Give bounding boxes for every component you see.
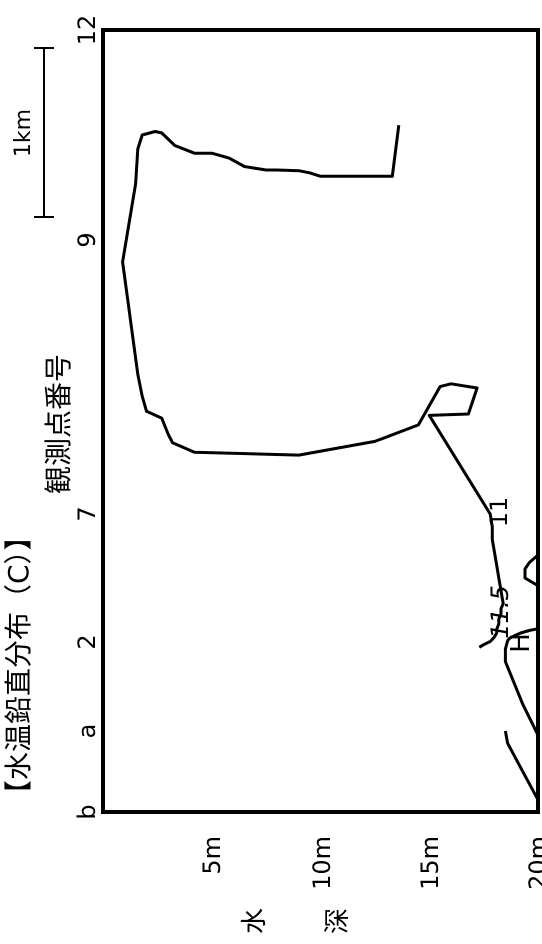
scale-bar-label: 1km [11,109,36,157]
x-axis-label: 観測点番号 [42,354,75,494]
contour-lines [121,125,540,801]
contour-line-11 [121,125,505,649]
x-tick-a: a [73,724,101,739]
x-tick-labels: b a 2 7 9 12 [73,15,101,820]
x-tick-2: 2 [73,634,101,649]
x-tick-12: 12 [73,15,101,46]
y-tick-20m: 20m [524,836,542,890]
contour-line-11-5 [503,627,540,736]
y-axis-label: 水 深 [240,908,353,934]
high-marker: H [506,633,536,653]
contour-label-11-5: 11.5 [486,585,514,638]
y-tick-10m: 10m [308,836,336,890]
rotated-chart-group: 【水温鉛直分布（C）】 観測点番号 b a 2 7 9 12 5m 10m 15… [2,15,542,890]
chart-title: 【水温鉛直分布（C）】 [2,522,35,808]
y-tick-labels: 5m 10m 15m 20m [198,836,542,890]
svg-text:水: 水 [240,908,270,934]
contour-line-unlabeled-3 [523,553,539,587]
x-tick-b: b [73,804,101,819]
contour-line-unlabeled-2 [503,730,540,801]
scale-bar: 1km [11,47,54,218]
x-tick-7: 7 [73,506,101,521]
contour-label-11: 11 [485,497,513,528]
y-tick-15m: 15m [416,836,444,890]
plot-frame [101,28,540,814]
svg-text:深: 深 [323,908,353,934]
y-tick-5m: 5m [198,836,226,875]
x-tick-9: 9 [73,232,101,247]
